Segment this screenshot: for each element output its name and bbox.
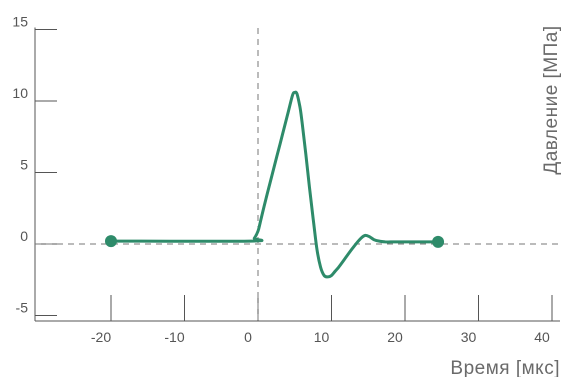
endpoint-marker bbox=[432, 235, 445, 248]
y-tick-label: 5 bbox=[20, 157, 28, 173]
x-tick-label: -10 bbox=[164, 329, 184, 345]
y-tick-label: 15 bbox=[12, 14, 28, 30]
x-tick-label: 10 bbox=[314, 329, 330, 345]
y-tick-label: -5 bbox=[16, 300, 29, 316]
pressure-curve bbox=[109, 90, 440, 279]
tick-labels: -5 0 5 10 15 -20 -10 0 10 20 30 40 bbox=[12, 14, 550, 346]
x-axis-title: Время [мкс] bbox=[450, 358, 560, 377]
reference-lines bbox=[35, 28, 560, 321]
x-tick-label: 20 bbox=[387, 329, 403, 345]
y-axis-title: Давление [МПа] bbox=[541, 25, 562, 174]
endpoint-marker bbox=[105, 235, 117, 248]
chart-axes bbox=[34, 27, 560, 322]
series-group bbox=[105, 90, 445, 279]
x-tick-label: 30 bbox=[461, 329, 477, 345]
x-tick-label: 0 bbox=[244, 329, 252, 345]
y-tick-label: 0 bbox=[20, 228, 28, 244]
y-tick-label: 10 bbox=[12, 85, 28, 101]
x-tick-label: 40 bbox=[534, 329, 550, 345]
x-tick-label: -20 bbox=[91, 329, 111, 345]
